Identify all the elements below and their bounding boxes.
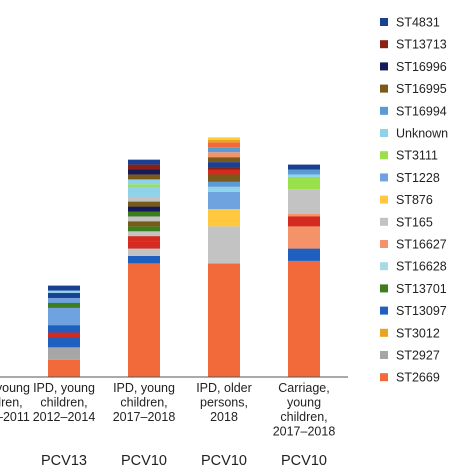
legend-label-st13713: ST13713 bbox=[396, 38, 447, 52]
bar-segment-st16995-3 bbox=[208, 174, 240, 182]
legend-label-st16995: ST16995 bbox=[396, 82, 447, 96]
bar-detail-segment-2-3 bbox=[128, 221, 160, 227]
bar-segment-st16996-2 bbox=[128, 169, 160, 175]
bar-detail-segment-2-7 bbox=[128, 191, 160, 197]
bar-detail-segment-3-3 bbox=[208, 147, 240, 153]
legend-label-st16996: ST16996 bbox=[396, 60, 447, 74]
legend-swatch-st2927 bbox=[380, 351, 388, 359]
legend-label-st16628: ST16628 bbox=[396, 260, 447, 274]
bar-detail-segment-1-0 bbox=[48, 332, 80, 338]
bar-segment-st13713-2 bbox=[128, 164, 160, 170]
bar-segment-st165-3 bbox=[208, 226, 240, 264]
bar-segment-st876-3 bbox=[208, 209, 240, 227]
x-tick-label-4: Carriage, young children, 2017–2018 bbox=[273, 381, 336, 439]
bar-detail-segment-2-0 bbox=[128, 241, 160, 249]
bar-segment-st2669-1 bbox=[48, 359, 80, 377]
x-tick-label-3: IPD, older persons, 2018 bbox=[196, 381, 252, 424]
bar-segment-st16994-4 bbox=[288, 169, 320, 175]
bar-detail-segment-2-1 bbox=[128, 236, 160, 242]
legend-swatch-st16996 bbox=[380, 62, 388, 71]
bar-detail-segment-3-4 bbox=[208, 142, 240, 148]
bar-segment-st165-4 bbox=[288, 189, 320, 214]
bar-segment-st1228-3 bbox=[208, 191, 240, 210]
bar-segment-st16994-3 bbox=[208, 181, 240, 187]
legend-label-st13097: ST13097 bbox=[396, 304, 447, 318]
legend-swatch-st3012 bbox=[380, 328, 388, 337]
bar-detail-segment-2-5 bbox=[128, 206, 160, 212]
vaccine-label-4: PCV10 bbox=[281, 453, 327, 469]
bar-detail-segment-3-6 bbox=[208, 137, 240, 140]
legend-swatch-st13097 bbox=[380, 306, 388, 315]
legend-label-st4831: ST4831 bbox=[396, 16, 440, 30]
bar-segment-st16995-2 bbox=[128, 174, 160, 180]
bar-segment-unknown-4 bbox=[288, 174, 320, 177]
legend-label-st13701: ST13701 bbox=[396, 282, 447, 296]
legend-swatch-st13701 bbox=[380, 284, 388, 293]
legend-swatch-unknown bbox=[380, 129, 388, 137]
legend-label-st165: ST165 bbox=[396, 215, 433, 229]
x-tick-label-2: IPD, young children, 2017–2018 bbox=[113, 381, 176, 424]
bar-detail-segment-3-0 bbox=[208, 169, 240, 175]
bar-segment-st4831-1 bbox=[48, 285, 80, 291]
bar-detail-segment-2-4 bbox=[128, 211, 160, 217]
legend-label-st2669: ST2669 bbox=[396, 371, 440, 385]
legend-label-st2927: ST2927 bbox=[396, 349, 440, 363]
bar-segment-st13097-4 bbox=[288, 248, 320, 261]
bar-segment-st2669-4 bbox=[288, 260, 320, 377]
bar-segment-st4831-4 bbox=[288, 164, 320, 170]
legend-label-st876: ST876 bbox=[396, 193, 433, 207]
bar-segment-st1228-1 bbox=[48, 297, 80, 326]
bar-segment-st2669-2 bbox=[128, 263, 160, 377]
legend-swatch-st3111 bbox=[380, 151, 388, 160]
bar-detail-segment-2-2 bbox=[128, 226, 160, 232]
legend-label-st16627: ST16627 bbox=[396, 238, 447, 252]
vaccine-label-3: PCV10 bbox=[201, 453, 247, 469]
legend-swatch-st16995 bbox=[380, 84, 388, 93]
legend-swatch-st13713 bbox=[380, 40, 388, 49]
bar-segment-st2669-3 bbox=[208, 263, 240, 377]
bar-detail-segment-1-2 bbox=[48, 293, 80, 298]
bar-detail-segment-3-5 bbox=[208, 139, 240, 143]
legend-swatch-st16994 bbox=[380, 106, 388, 115]
bar-segment-unknown-2 bbox=[128, 179, 160, 185]
bar-detail-segment-3-1 bbox=[208, 157, 240, 163]
legend-label-unknown: Unknown bbox=[396, 127, 448, 141]
bar-segment-st4831-3 bbox=[208, 162, 240, 168]
legend-swatch-st4831 bbox=[380, 18, 388, 26]
bar-detail-segment-4-0 bbox=[288, 216, 320, 227]
bar-segment-st13097-2 bbox=[128, 255, 160, 264]
vaccine-label-2: PCV10 bbox=[121, 453, 167, 469]
x-tick-label-1: IPD, young children, 2012–2014 bbox=[33, 381, 96, 424]
bar-detail-segment-2-8 bbox=[128, 186, 160, 192]
bar-detail-segment-2-6 bbox=[128, 201, 160, 207]
bar-segment-st2927-1 bbox=[48, 347, 80, 360]
legend-label-st1228: ST1228 bbox=[396, 171, 440, 185]
bars-group bbox=[48, 137, 320, 377]
legend-swatch-st1228 bbox=[380, 173, 388, 182]
legend: ST4831 ST13713 ST16996 ST16995 ST16994 Unknow… bbox=[380, 16, 448, 385]
legend-swatch-st2669 bbox=[380, 373, 388, 382]
vaccine-label-1: PCV13 bbox=[41, 453, 87, 469]
legend-label-st16994: ST16994 bbox=[396, 104, 447, 118]
bar-segment-st4831-2 bbox=[128, 159, 160, 165]
legend-label-st3111: ST3111 bbox=[396, 149, 438, 163]
legend-swatch-st16627 bbox=[380, 240, 388, 248]
bar-segment-unknown-3 bbox=[208, 186, 240, 192]
bar-segment-unknown-1 bbox=[48, 290, 80, 294]
legend-swatch-st16628 bbox=[380, 262, 388, 271]
bar-detail-segment-3-2 bbox=[208, 152, 240, 158]
bar-detail-segment-1-1 bbox=[48, 302, 80, 308]
legend-label-st3012: ST3012 bbox=[396, 326, 440, 340]
legend-swatch-st876 bbox=[380, 195, 388, 204]
legend-swatch-st165 bbox=[380, 217, 388, 226]
bar-segment-st3111-4 bbox=[288, 176, 320, 190]
